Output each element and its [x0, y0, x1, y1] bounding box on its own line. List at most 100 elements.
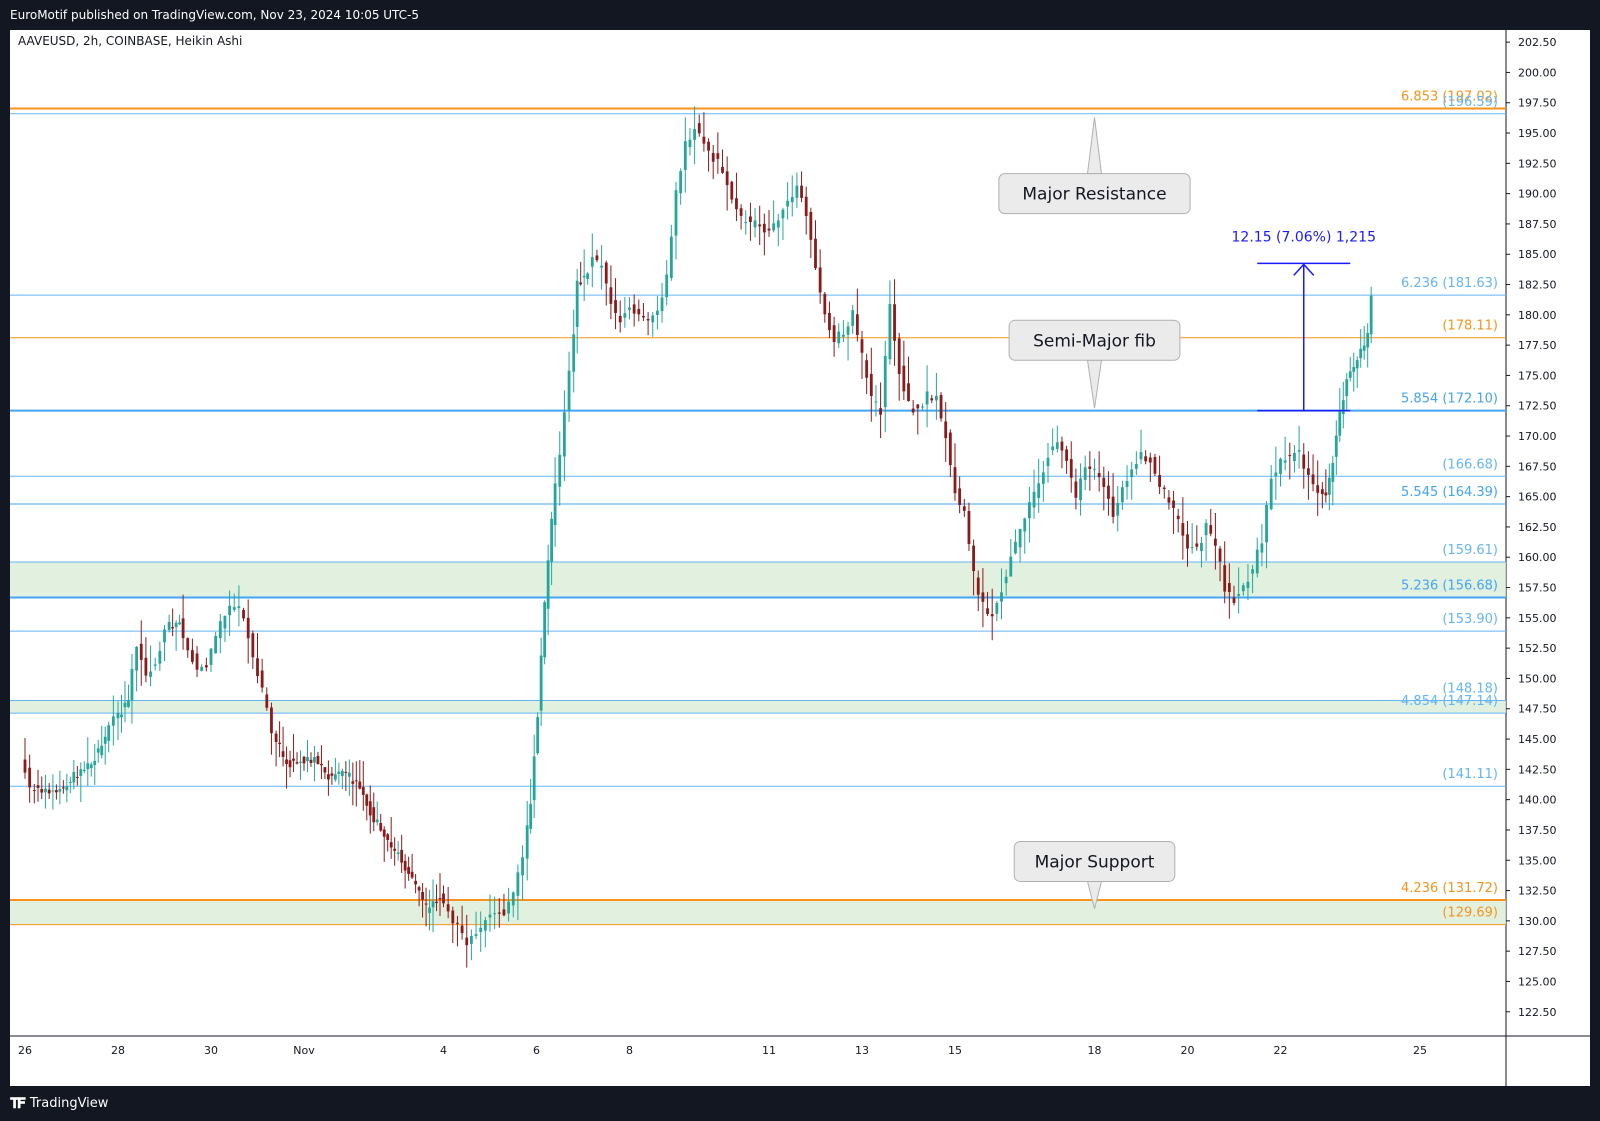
- candle-body: [281, 751, 285, 757]
- y-tick-label: 155.00: [1518, 612, 1557, 625]
- candle-body: [1341, 400, 1345, 415]
- candle-body: [431, 901, 435, 908]
- y-tick-label: 135.00: [1518, 854, 1557, 867]
- candle-body: [786, 200, 789, 207]
- candle-body: [1032, 491, 1036, 508]
- callout-box[interactable]: [998, 173, 1191, 215]
- candle-body: [1065, 449, 1068, 461]
- candle-body: [795, 185, 799, 198]
- candle-body: [407, 867, 411, 874]
- candle-body: [558, 454, 562, 487]
- candle-body: [1079, 478, 1082, 501]
- candle-body: [116, 712, 120, 719]
- candle-body: [609, 287, 613, 304]
- y-tick-label: 195.00: [1518, 127, 1557, 140]
- candle-body: [204, 665, 208, 668]
- candle-body: [111, 716, 115, 726]
- price-chart[interactable]: 6.853 (197.02)(196.59) 6.236 (181.63) (178…: [10, 30, 1590, 1086]
- candle-body: [911, 408, 915, 413]
- fib-level-label: 4.854 (147.14): [1401, 694, 1498, 709]
- candle-body: [883, 356, 887, 408]
- candle-body: [228, 605, 231, 616]
- candle-body: [1209, 525, 1213, 534]
- y-tick-label: 162.50: [1518, 521, 1557, 534]
- fib-level-label: (178.11): [1442, 319, 1498, 334]
- candle-body: [693, 128, 696, 140]
- plot-background[interactable]: [10, 30, 1506, 1036]
- x-tick-label: 11: [762, 1044, 776, 1057]
- candle-body: [195, 653, 199, 670]
- candle-body: [89, 764, 93, 769]
- candle-body: [1362, 345, 1366, 351]
- candle-body: [1055, 442, 1059, 449]
- candle-body: [251, 633, 255, 658]
- x-tick-label: 28: [111, 1044, 125, 1057]
- y-tick-label: 172.50: [1518, 400, 1557, 413]
- candle-body: [1074, 481, 1078, 498]
- y-tick-label: 200.00: [1518, 66, 1557, 79]
- candle-body: [888, 303, 892, 360]
- callout-box[interactable]: [1013, 840, 1176, 882]
- candle-body: [735, 198, 738, 210]
- candle-body: [270, 707, 273, 734]
- candle-body: [214, 636, 218, 654]
- candle-body: [1204, 523, 1208, 536]
- candle-body: [306, 757, 309, 762]
- candle-body: [135, 646, 138, 671]
- candle-body: [1338, 411, 1342, 436]
- candle-body: [995, 602, 999, 614]
- candle-body: [1181, 523, 1185, 536]
- candle-body: [68, 781, 72, 783]
- candle-body: [389, 842, 393, 848]
- candle-body: [347, 772, 351, 777]
- y-tick-label: 140.00: [1518, 794, 1557, 807]
- candle-body: [158, 650, 162, 664]
- candle-body: [536, 717, 540, 754]
- candle-body: [539, 655, 543, 711]
- callout-box[interactable]: [1008, 319, 1181, 361]
- candle-body: [1293, 452, 1296, 462]
- candle-body: [600, 265, 603, 268]
- chart-area[interactable]: 6.853 (197.02) (196.59) 6.236 (181.63) (178…: [10, 30, 1590, 1086]
- candle-body: [36, 785, 40, 788]
- candle-body: [1269, 478, 1273, 510]
- y-tick-label: 137.50: [1518, 824, 1557, 837]
- fib-level-label: 4.236 (131.72): [1401, 881, 1498, 896]
- y-tick-label: 157.50: [1518, 582, 1557, 595]
- candle-body: [669, 236, 673, 278]
- y-tick-label: 167.50: [1518, 460, 1557, 473]
- candle-body: [944, 421, 948, 439]
- candle-body: [446, 904, 450, 912]
- candle-body: [474, 934, 478, 937]
- candle-body: [386, 834, 390, 840]
- candle-body: [278, 742, 281, 745]
- fib-level-label: (196.59): [1442, 95, 1498, 110]
- candle-body: [1359, 348, 1363, 359]
- candle-body: [1302, 454, 1306, 469]
- candle-body: [295, 762, 299, 764]
- candle-body: [1218, 548, 1222, 562]
- candle-body: [614, 300, 617, 313]
- y-tick-label: 180.00: [1518, 309, 1557, 322]
- candle-body: [417, 887, 421, 891]
- candle-body: [800, 185, 803, 198]
- candle-body: [65, 786, 69, 791]
- candle-body: [502, 909, 506, 916]
- y-tick-label: 125.00: [1518, 975, 1557, 988]
- candle-body: [1041, 472, 1045, 484]
- candle-body: [32, 790, 36, 792]
- candle-body: [823, 293, 827, 315]
- y-tick-label: 142.50: [1518, 763, 1557, 776]
- candle-body: [529, 803, 533, 829]
- candle-body: [1195, 543, 1199, 547]
- candle-body: [260, 670, 264, 688]
- x-tick-label: 22: [1274, 1044, 1288, 1057]
- candle-body: [1288, 455, 1292, 457]
- candle-body: [1018, 528, 1022, 548]
- callout-text: Semi-Major fib: [1033, 331, 1156, 351]
- y-tick-label: 152.50: [1518, 642, 1557, 655]
- candle-body: [874, 401, 878, 403]
- x-tick-label: 30: [204, 1044, 218, 1057]
- fib-level-label: 5.854 (172.10): [1401, 392, 1498, 407]
- candle-body: [1200, 542, 1203, 552]
